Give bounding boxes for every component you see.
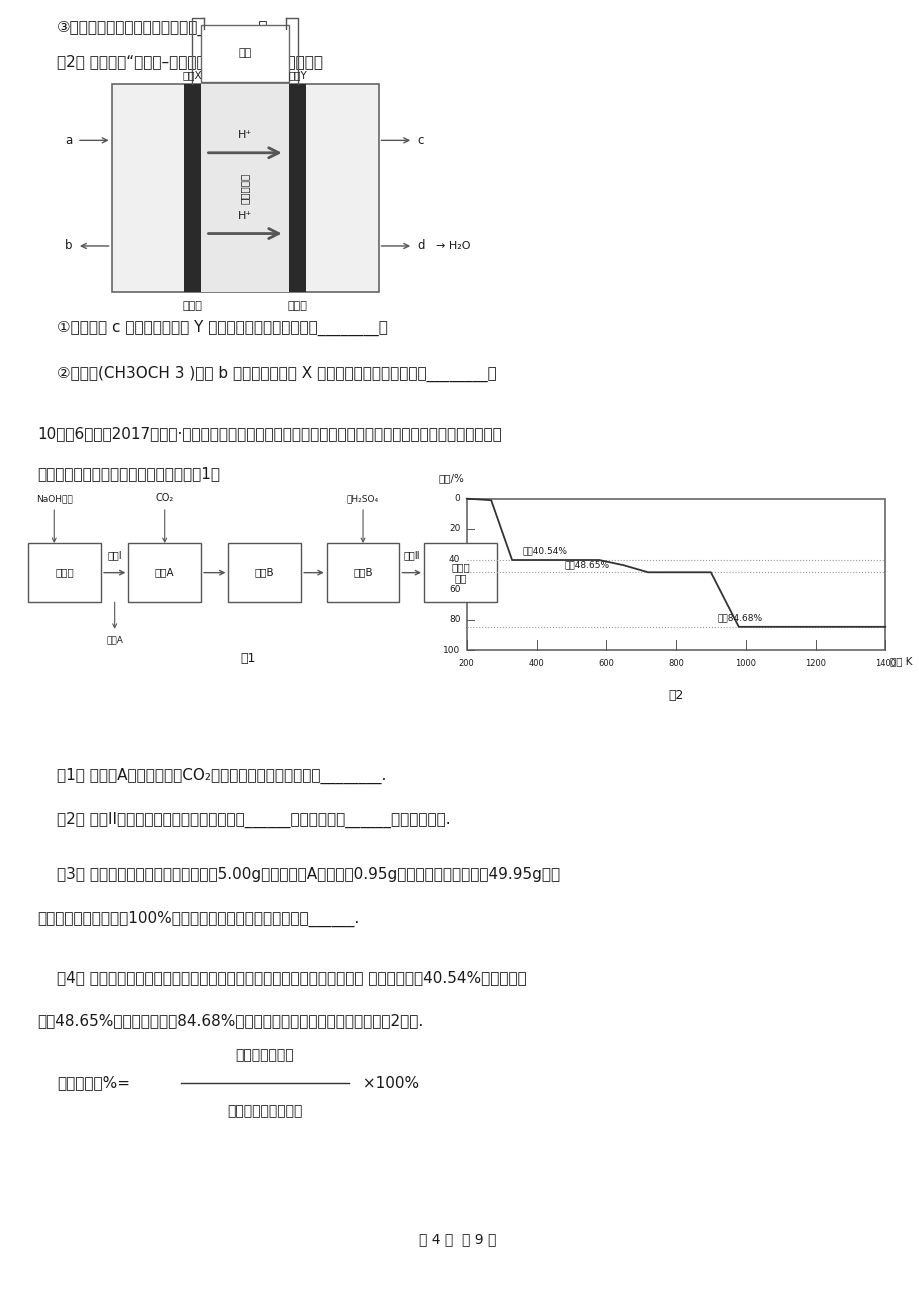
Bar xyxy=(200,85,289,292)
Text: 废铝屑: 废铝屑 xyxy=(55,568,74,578)
Text: 溶液A: 溶液A xyxy=(154,568,175,578)
Text: 晶体进行热重分析，其主要实验流程如图1：: 晶体进行热重分析，其主要实验流程如图1： xyxy=(38,466,221,480)
Text: （2） 操作II所包含的实验操作的名称依次为______、冷却结晶、______、洗涤、干燥.: （2） 操作II所包含的实验操作的名称依次为______、冷却结晶、______… xyxy=(57,811,450,828)
Text: 200: 200 xyxy=(459,659,474,668)
Text: （2） 绿色电源“二甲醚–氧气燃料电池”的工作原理如图所示。: （2） 绿色电源“二甲醚–氧气燃料电池”的工作原理如图所示。 xyxy=(57,55,323,69)
Text: H⁺: H⁺ xyxy=(238,130,252,139)
FancyBboxPatch shape xyxy=(424,543,496,602)
Text: 第 4 页  共 9 页: 第 4 页 共 9 页 xyxy=(418,1233,496,1246)
Text: ②二甲醚(CH3OCH 3 )应从 b 处通入，则电极 X 上发生反应的电极反应式为________。: ②二甲醚(CH3OCH 3 )应从 b 处通入，则电极 X 上发生反应的电极反应… xyxy=(57,366,496,383)
Text: 600: 600 xyxy=(597,659,614,668)
Text: 10．（6分）（2017高一上·徐州期末）某化学小组试利用废铝屑（含杂质铁）制备硒酸铝晶体，并对硒酸铝: 10．（6分）（2017高一上·徐州期末）某化学小组试利用废铝屑（含杂质铁）制备… xyxy=(38,426,502,441)
Text: 电源: 电源 xyxy=(238,48,252,59)
Text: （1） 向溶液A中通入过量的CO₂，发生反应的离子方程式为________.: （1） 向溶液A中通入过量的CO₂，发生反应的离子方程式为________. xyxy=(57,767,386,784)
Text: 固体B: 固体B xyxy=(255,568,274,578)
Text: NaOH溶液: NaOH溶液 xyxy=(36,495,73,503)
Text: 100: 100 xyxy=(443,646,460,655)
Bar xyxy=(289,85,306,292)
Text: 60: 60 xyxy=(448,585,460,594)
Text: H⁺: H⁺ xyxy=(238,211,252,220)
FancyBboxPatch shape xyxy=(326,543,399,602)
Text: 扩散层: 扩散层 xyxy=(182,301,202,311)
Text: 电极X: 电极X xyxy=(182,70,202,81)
Text: ③设计实验证明柠檬酸为三元酸：________。: ③设计实验证明柠檬酸为三元酸：________。 xyxy=(57,21,268,36)
Text: CO₂: CO₂ xyxy=(155,493,174,503)
Text: 800: 800 xyxy=(667,659,683,668)
FancyBboxPatch shape xyxy=(28,543,101,602)
Text: 失重48.65%，第三阶段失重84.68%，以后不再失重．其热分解的曲线如图2所示.: 失重48.65%，第三阶段失重84.68%，以后不再失重．其热分解的曲线如图2所… xyxy=(38,1013,423,1029)
Text: 40: 40 xyxy=(448,555,460,564)
Text: c: c xyxy=(417,134,424,147)
Text: 电极Y: 电极Y xyxy=(288,70,307,81)
Text: 加热减少的质量: 加热减少的质量 xyxy=(235,1048,294,1062)
Text: 固体A: 固体A xyxy=(106,635,123,644)
Text: 1200: 1200 xyxy=(804,659,825,668)
Text: 温度 K: 温度 K xyxy=(889,656,912,667)
Text: ×100%: ×100% xyxy=(357,1075,419,1091)
Text: （3） 若开始时称取的废铝屑的质量为5.00g，得到固体A的质量为0.95g，硒酸铝晶体的质量为49.95g（假: （3） 若开始时称取的废铝屑的质量为5.00g，得到固体A的质量为0.95g，硒… xyxy=(57,867,560,881)
Text: 操作Ⅱ: 操作Ⅱ xyxy=(403,549,420,560)
Text: 20: 20 xyxy=(448,525,460,534)
Text: b: b xyxy=(65,240,73,253)
Text: 图1: 图1 xyxy=(241,652,255,665)
Text: 已知：失重%=: 已知：失重%= xyxy=(57,1075,130,1091)
Text: ①氧气应从 c 处通入，则电极 Y 上发生反应的电极反应式为________。: ①氧气应从 c 处通入，则电极 Y 上发生反应的电极反应式为________。 xyxy=(57,319,388,336)
Text: 0: 0 xyxy=(454,495,460,503)
Text: 操作Ⅰ: 操作Ⅰ xyxy=(108,549,122,560)
FancyBboxPatch shape xyxy=(228,543,301,602)
Text: → H₂O: → H₂O xyxy=(436,241,470,251)
Text: 硫酸铝
晶体: 硫酸铝 晶体 xyxy=(450,562,470,583)
Text: 设每一步的转化率均为100%），则所得硒酸铝晶体的化学式为______.: 设每一步的转化率均为100%），则所得硒酸铝晶体的化学式为______. xyxy=(38,911,359,927)
Text: d: d xyxy=(417,240,425,253)
Text: 原晶体样品的总质量: 原晶体样品的总质量 xyxy=(227,1104,302,1118)
Text: 失重48.65%: 失重48.65% xyxy=(563,560,609,569)
FancyBboxPatch shape xyxy=(128,543,201,602)
FancyBboxPatch shape xyxy=(201,25,289,82)
Text: 离子交换膜: 离子交换膜 xyxy=(240,172,250,203)
Text: 扩散层: 扩散层 xyxy=(288,301,307,311)
Text: 80: 80 xyxy=(448,616,460,624)
Text: 400: 400 xyxy=(528,659,544,668)
Text: 滤液B: 滤液B xyxy=(353,568,372,578)
Text: 1400: 1400 xyxy=(874,659,895,668)
Text: （4） 取以上制得的硒酸铝晶体进行热重分析，其热分解主要分为三个阶段 第一阶段失重40.54%，第二阶段: （4） 取以上制得的硒酸铝晶体进行热重分析，其热分解主要分为三个阶段 第一阶段失… xyxy=(57,970,527,986)
Bar xyxy=(184,85,200,292)
Text: 失重40.54%: 失重40.54% xyxy=(522,547,567,556)
Bar xyxy=(466,499,884,650)
Text: 1000: 1000 xyxy=(734,659,755,668)
FancyBboxPatch shape xyxy=(111,85,378,292)
Text: 稀H₂SO₄: 稀H₂SO₄ xyxy=(346,495,379,503)
Text: 失重/%: 失重/% xyxy=(437,473,463,483)
Text: 图2: 图2 xyxy=(667,689,683,702)
Text: a: a xyxy=(65,134,73,147)
Text: 失重84.68%: 失重84.68% xyxy=(717,613,762,622)
